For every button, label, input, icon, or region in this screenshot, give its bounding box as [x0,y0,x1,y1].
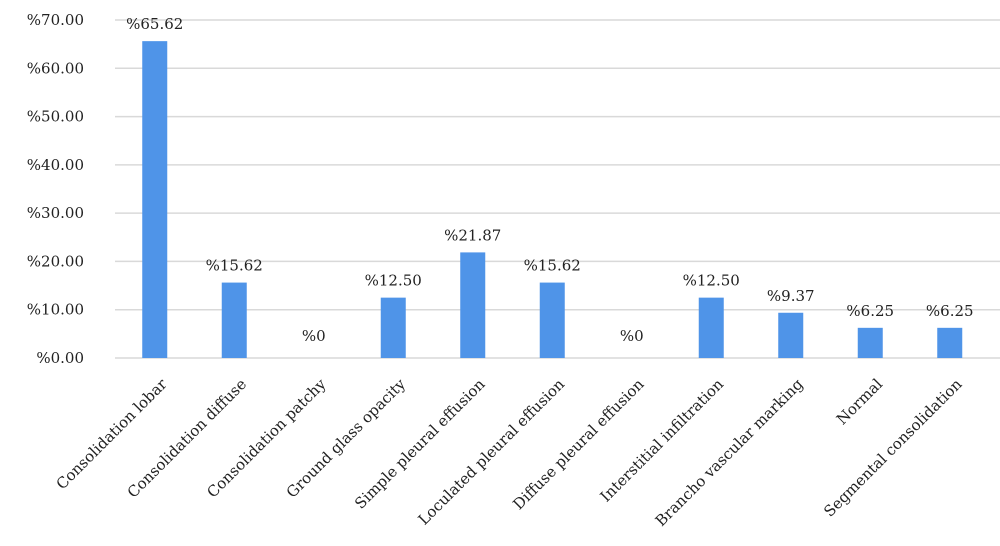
y-axis-tick-labels: %0.00 %10.00 %20.00 %30.00 %40.00 %50.00 %60.0… [27,11,84,367]
y-tick-label: %0.00 [36,349,84,367]
bar [857,327,883,358]
y-tick-label: %10.00 [27,301,84,319]
category-label: Normal [833,375,886,428]
data-label: %9.37 [767,287,815,305]
data-label: %21.87 [444,226,501,244]
category-label: Loculated pleural effusion [415,375,569,529]
y-tick-label: %50.00 [27,108,84,126]
bar [221,282,247,358]
category-label: Segmental consolidation [820,375,966,521]
bar [142,41,168,359]
bar [937,327,963,358]
category-label: Simple pleural effusion [351,375,489,513]
data-label: %6.25 [846,302,894,320]
y-tick-label: %70.00 [27,11,84,29]
y-tick-label: %20.00 [27,252,84,270]
gridlines [115,19,1000,359]
data-label: %65.62 [126,15,183,33]
data-label: %0 [302,327,326,345]
y-tick-label: %40.00 [27,156,84,174]
bars [142,41,963,359]
data-label: %6.25 [926,302,974,320]
y-tick-label: %30.00 [27,204,84,222]
data-label: %12.50 [365,272,422,290]
bar [460,252,486,358]
data-label: %15.62 [524,257,581,275]
y-tick-label: %60.00 [27,59,84,77]
category-label: Brancho vascular marking [652,375,807,530]
data-label: %12.50 [683,272,740,290]
data-label: %15.62 [206,257,263,275]
bar [380,297,406,358]
data-label: %0 [620,327,644,345]
data-labels: %65.62 %15.62 %0 %12.50 %21.87 %15.62 %0 %12.50… [126,15,973,345]
category-label: Diffuse pleural effusion [509,375,647,513]
bar [778,312,804,358]
bar [539,282,565,358]
bar [698,297,724,358]
